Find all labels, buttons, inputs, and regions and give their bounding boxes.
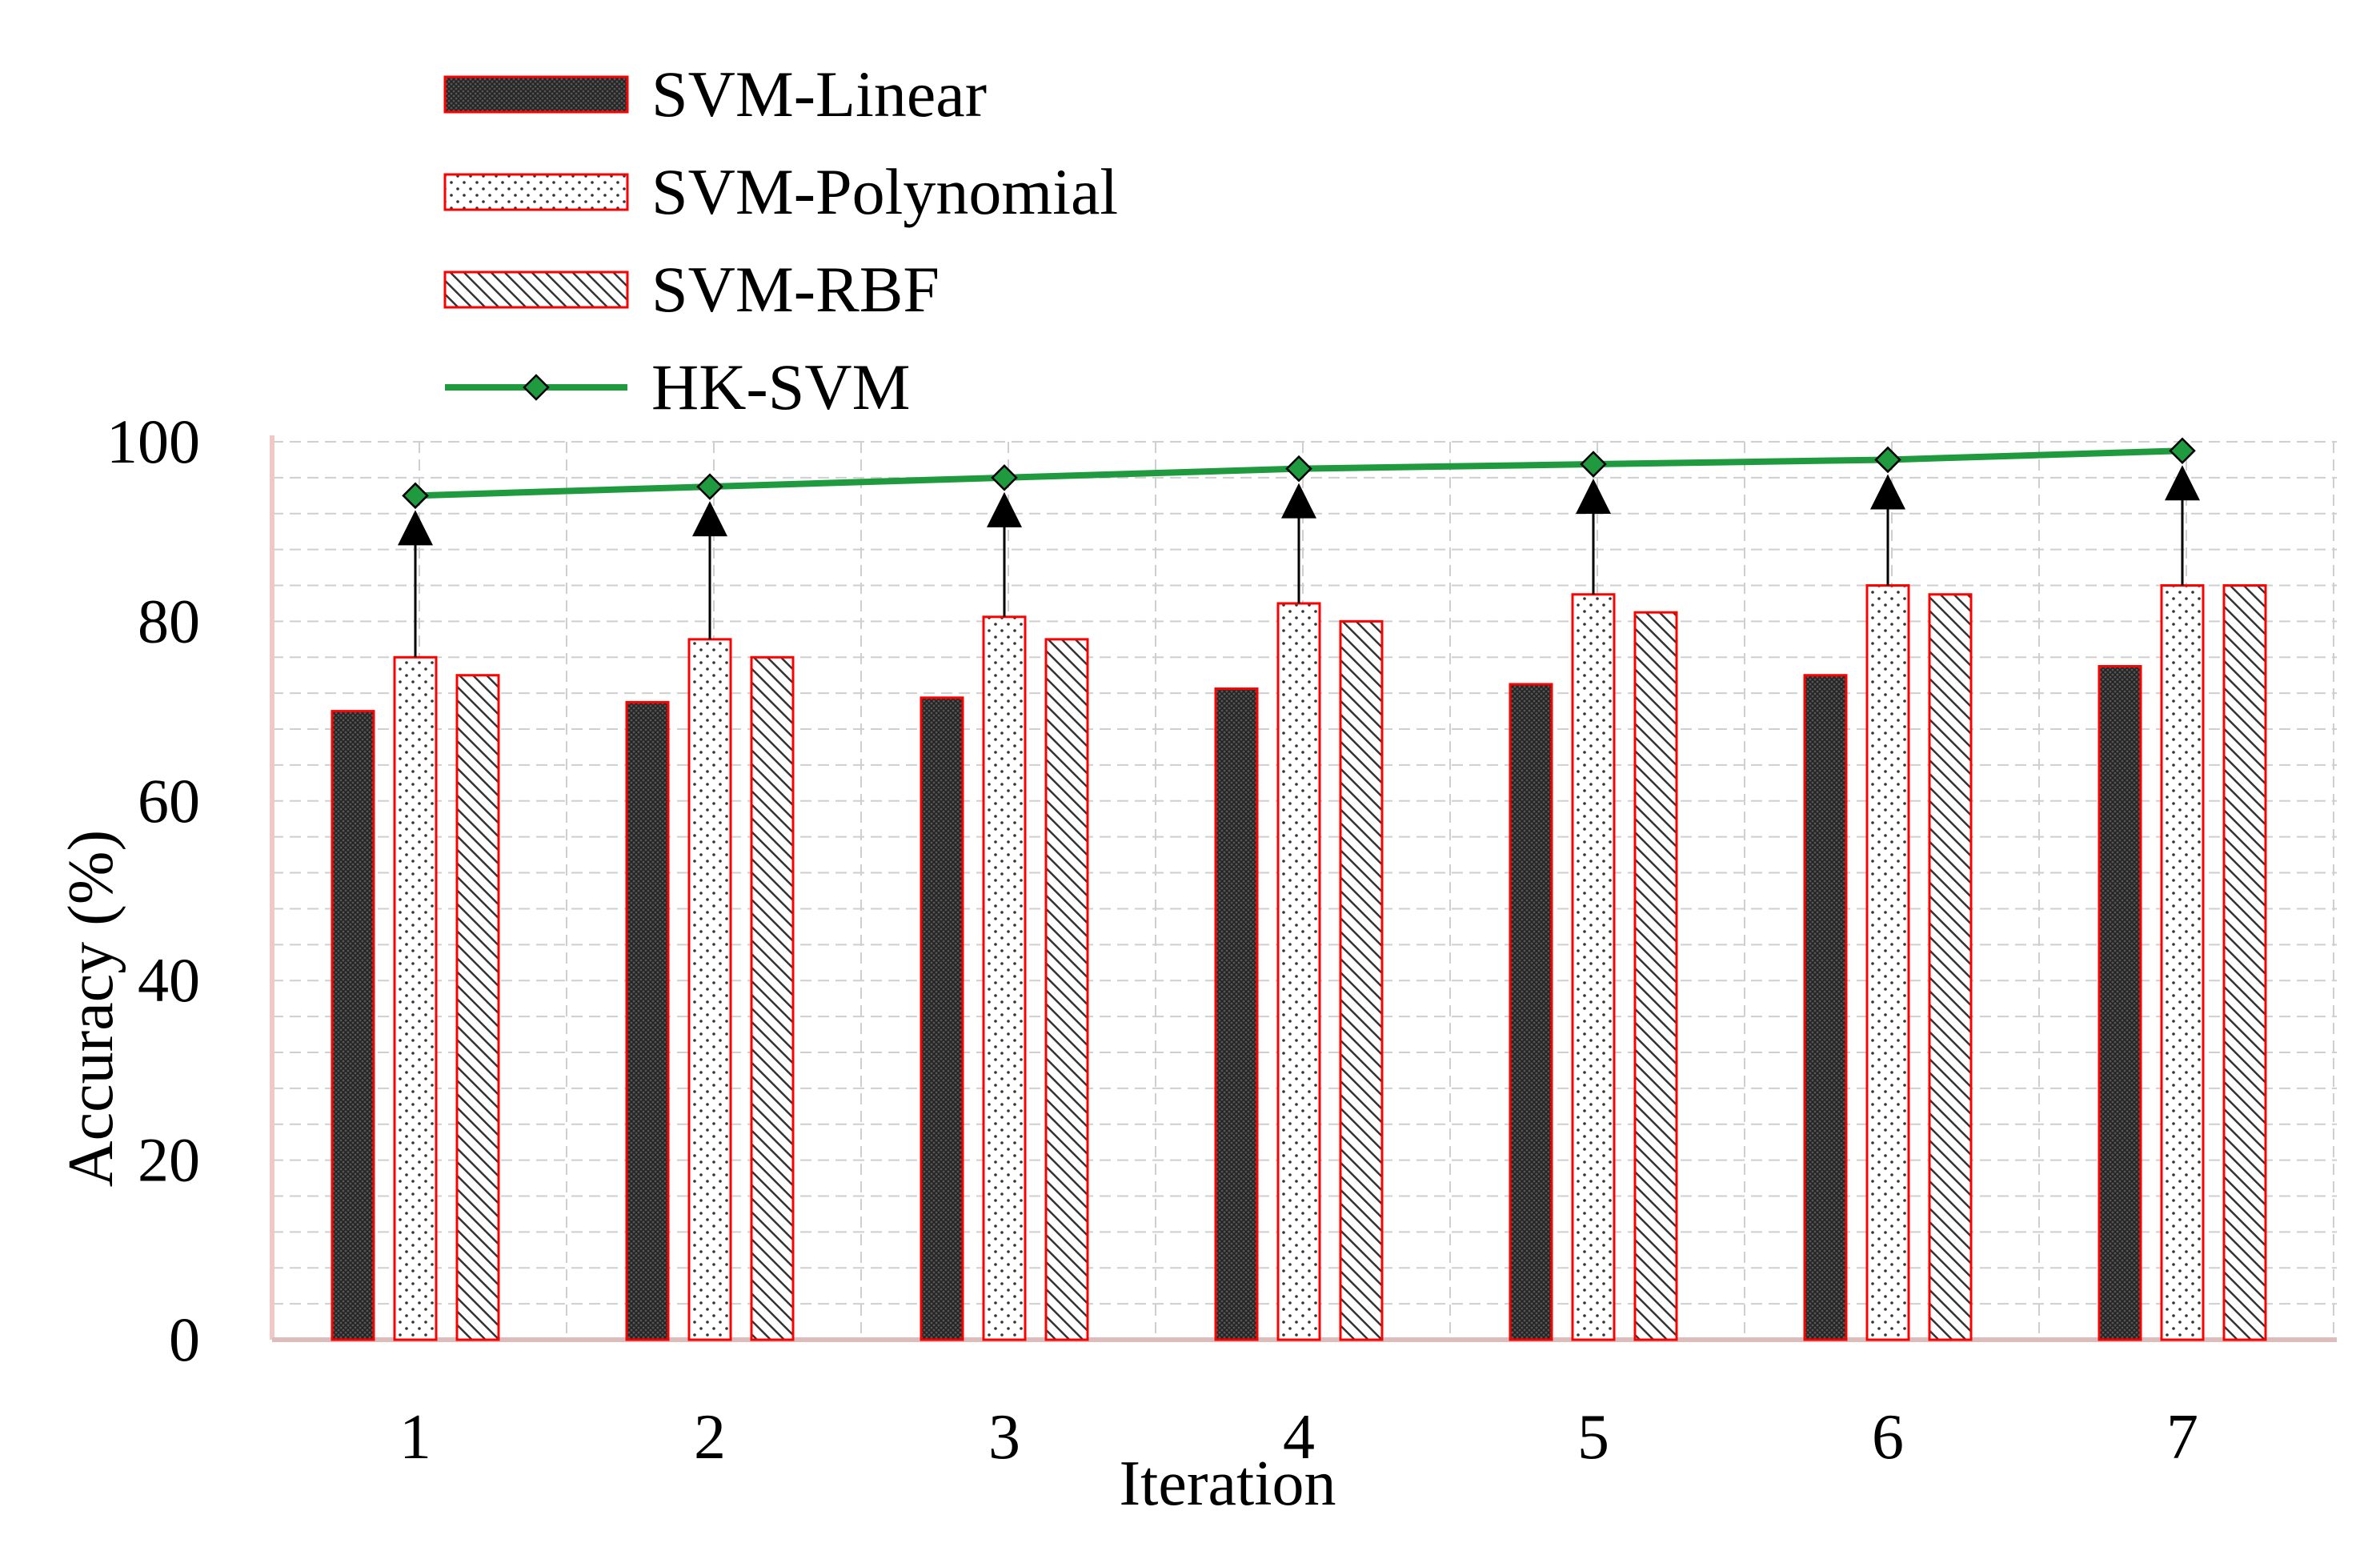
y-tick-label: 20 — [138, 1125, 200, 1195]
legend-swatch — [443, 271, 629, 309]
legend-item-hk-svm: HK-SVM — [445, 351, 910, 423]
bar-svm-linear — [1214, 687, 1259, 1341]
bar-svm-polynomial — [393, 655, 438, 1341]
y-tick-label: 80 — [138, 586, 200, 655]
bar-svm-rbf — [1633, 611, 1678, 1341]
arrow-head — [398, 510, 433, 546]
improvement-arrows — [398, 465, 2200, 658]
bar-svm-rbf — [455, 674, 500, 1341]
x-tick-label: 7 — [2166, 1402, 2198, 1473]
bar-svm-polynomial — [1571, 593, 1616, 1341]
bar-svm-rbf — [1928, 593, 1973, 1341]
arrow-head — [987, 491, 1022, 527]
legend-item-svm-rbf: SVM-RBF — [443, 253, 940, 326]
legend-item-svm-polynomial: SVM-Polynomial — [443, 155, 1118, 228]
x-tick-label: 4 — [1283, 1402, 1315, 1473]
bar-svm-rbf — [1044, 638, 1089, 1341]
legend-label: HK-SVM — [651, 351, 910, 423]
bar-svm-rbf — [750, 655, 795, 1341]
arrow-head — [1576, 479, 1611, 515]
hk-svm-marker — [696, 473, 723, 500]
bar-svm-linear — [920, 696, 964, 1341]
y-tick-label: 0 — [169, 1305, 200, 1374]
x-tick-label: 3 — [988, 1402, 1020, 1473]
hk-svm-marker — [1285, 455, 1312, 483]
legend: SVM-Linear SVM-Polynomial SVM-RBF HK-SVM — [443, 58, 1118, 423]
hk-svm-line — [402, 437, 2196, 510]
bar-svm-linear — [1509, 683, 1553, 1341]
hk-svm-marker — [1580, 451, 1607, 478]
y-axis-label: Accuracy (%) — [56, 830, 126, 1187]
bar-svm-polynomial — [687, 638, 732, 1341]
bars — [331, 584, 2267, 1341]
legend-label: SVM-RBF — [651, 253, 940, 326]
hk-svm-marker — [2169, 437, 2196, 464]
arrow-head — [2165, 465, 2200, 501]
bar-svm-linear — [331, 710, 375, 1341]
tick-labels: 0 20 40 60 80 100 1 2 3 4 5 6 7 — [106, 407, 2198, 1473]
bar-svm-linear — [1803, 674, 1848, 1341]
hk-svm-marker — [402, 482, 429, 510]
legend-label: SVM-Polynomial — [651, 155, 1118, 228]
bar-svm-rbf — [2222, 584, 2267, 1341]
x-tick-label: 2 — [694, 1402, 726, 1473]
arrow-head — [1281, 483, 1316, 519]
bar-svm-polynomial — [1276, 602, 1321, 1341]
hk-svm-marker — [991, 464, 1018, 491]
arrow-head — [1870, 474, 1905, 510]
bar-svm-polynomial — [1865, 584, 1910, 1341]
legend-swatch — [443, 75, 629, 114]
legend-item-svm-linear: SVM-Linear — [443, 58, 987, 130]
bar-svm-polynomial — [2160, 584, 2205, 1341]
hk-svm-marker — [1874, 446, 1901, 474]
bar-svm-linear — [625, 700, 670, 1341]
x-tick-label: 1 — [399, 1402, 431, 1473]
x-tick-label: 5 — [1577, 1402, 1609, 1473]
x-axis-label: Iteration — [1120, 1449, 1336, 1519]
legend-label: SVM-Linear — [651, 58, 987, 130]
x-tick-label: 6 — [1872, 1402, 1904, 1473]
y-tick-label: 100 — [106, 407, 200, 476]
bar-svm-linear — [2098, 665, 2142, 1341]
bar-svm-rbf — [1339, 619, 1384, 1341]
y-tick-label: 40 — [138, 945, 200, 1015]
y-tick-label: 60 — [138, 766, 200, 836]
bar-svm-polynomial — [982, 615, 1027, 1341]
legend-swatch — [443, 173, 629, 211]
legend-marker — [523, 374, 550, 401]
arrow-head — [692, 501, 727, 537]
